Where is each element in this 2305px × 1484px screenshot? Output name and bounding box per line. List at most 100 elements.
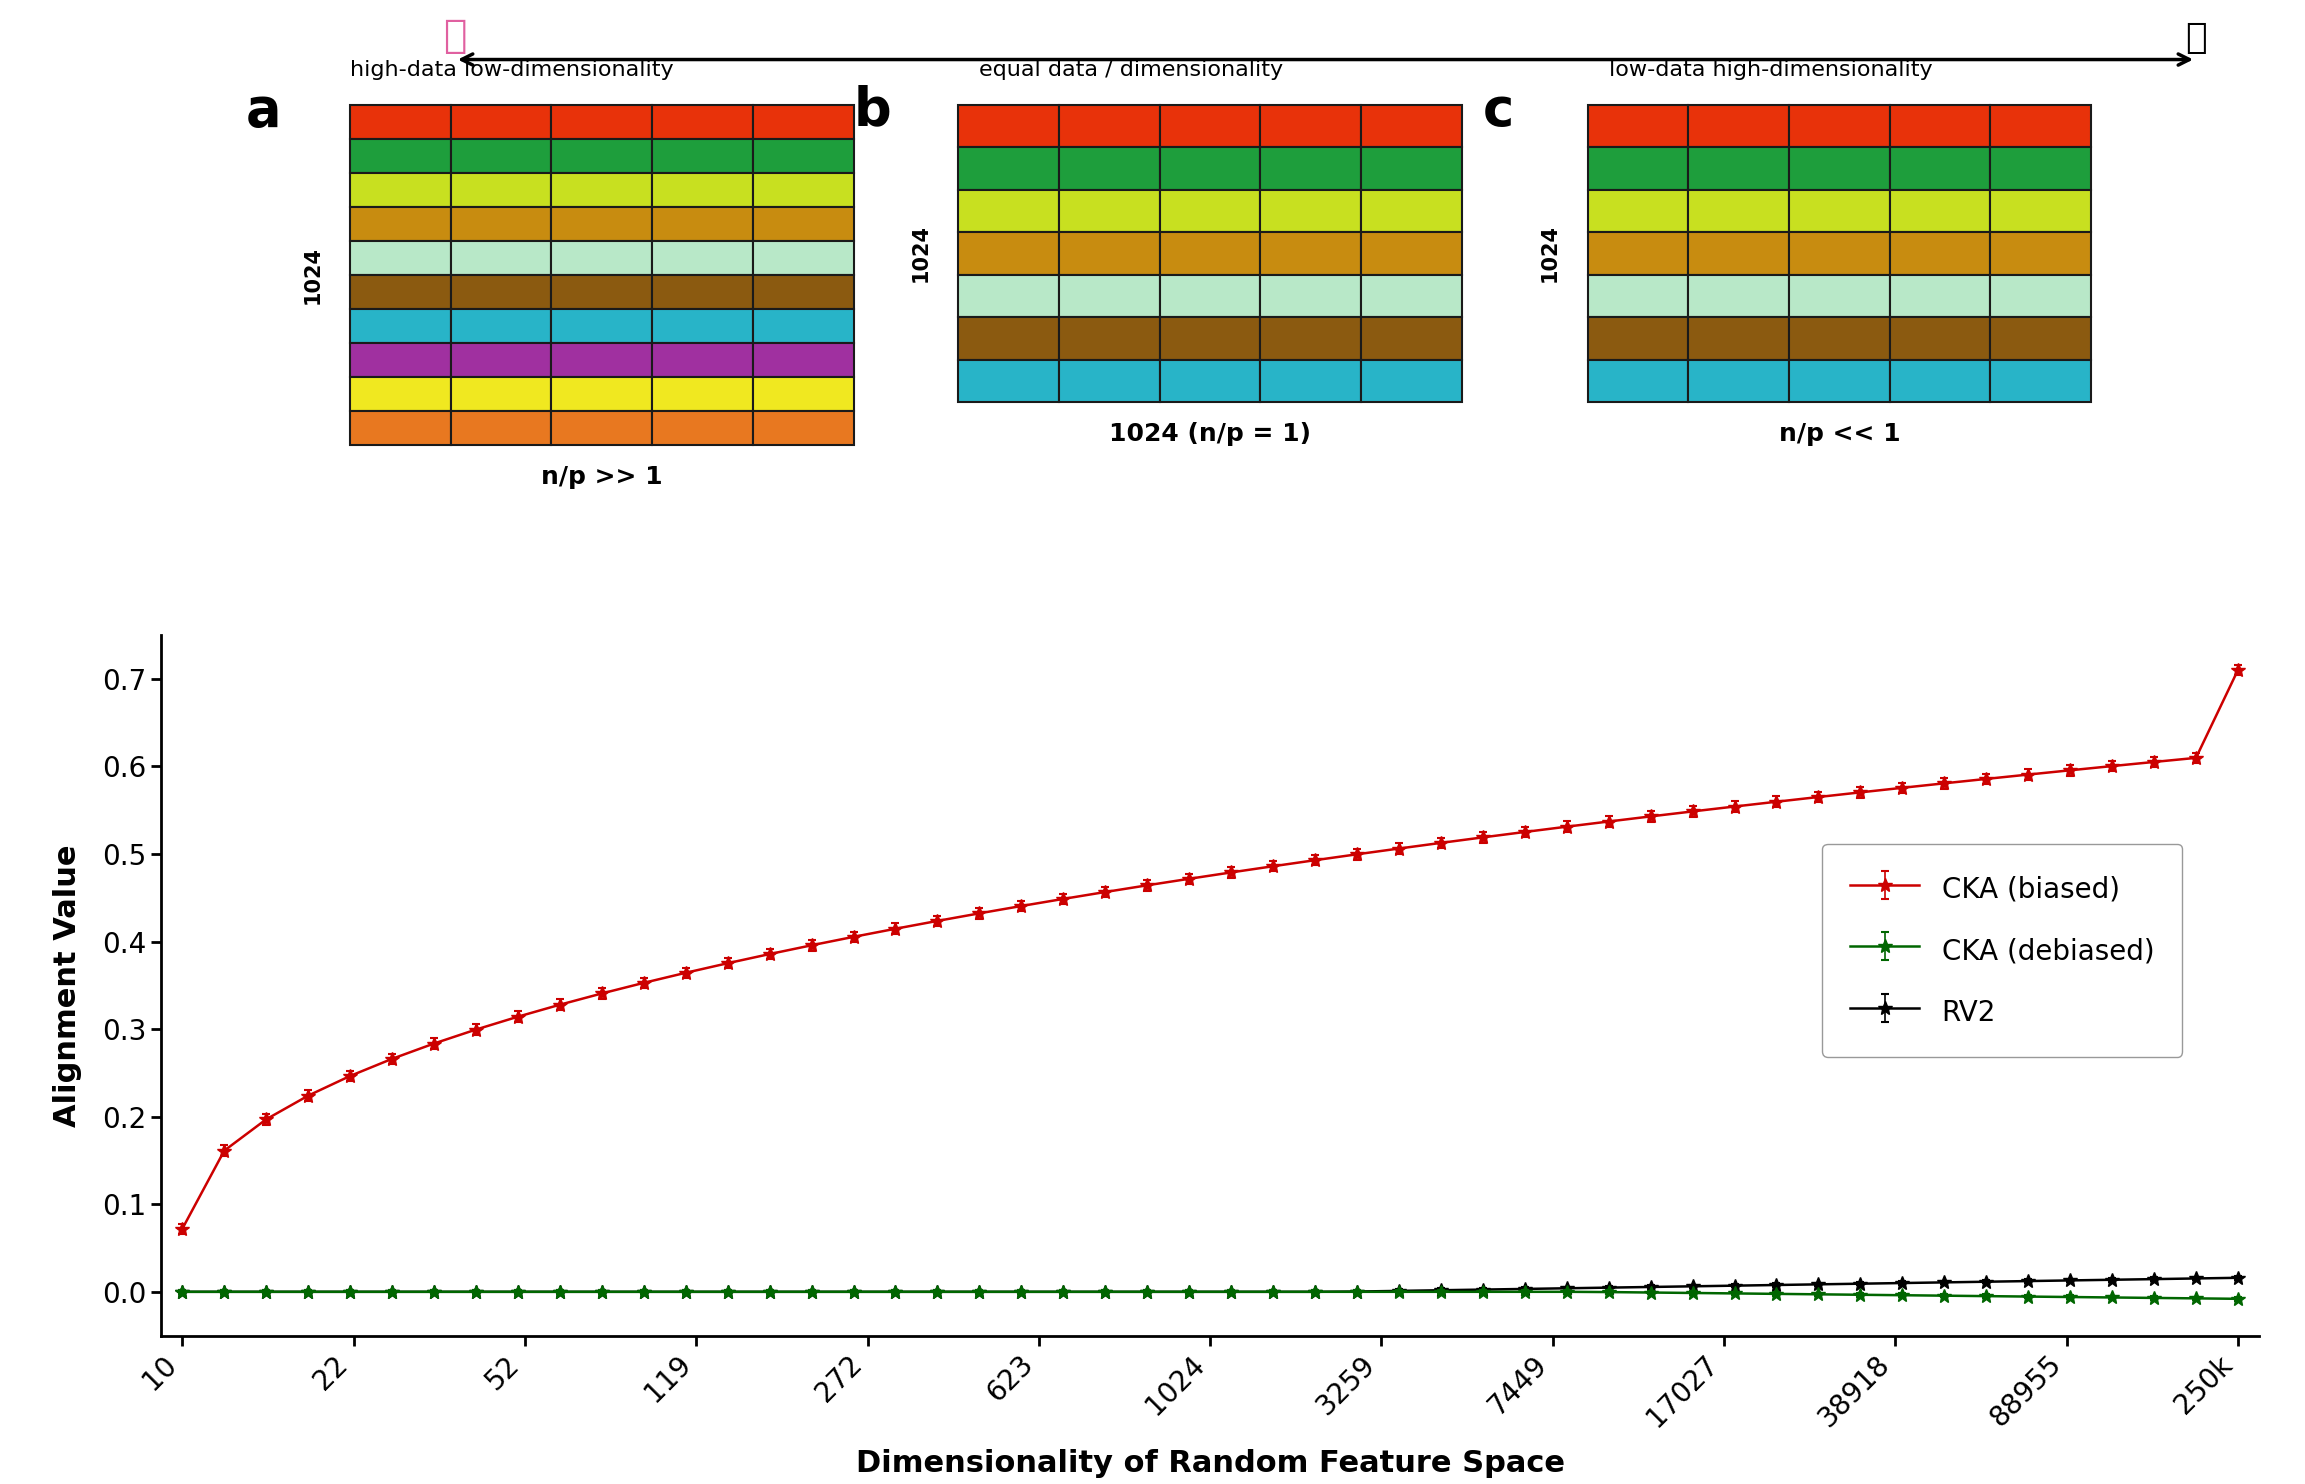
Bar bbox=[1992, 359, 2091, 402]
Bar bbox=[1159, 275, 1261, 318]
Bar bbox=[1362, 147, 1461, 190]
Bar bbox=[1789, 318, 1890, 359]
Bar bbox=[1687, 232, 1789, 275]
Bar bbox=[652, 343, 754, 377]
Bar bbox=[1159, 359, 1261, 402]
Bar bbox=[754, 138, 853, 172]
Bar bbox=[1789, 232, 1890, 275]
Text: n/p << 1: n/p << 1 bbox=[1779, 423, 1899, 447]
Bar bbox=[652, 377, 754, 411]
Bar bbox=[1159, 318, 1261, 359]
Bar bbox=[652, 240, 754, 275]
Bar bbox=[1687, 359, 1789, 402]
Bar bbox=[959, 147, 1058, 190]
Bar bbox=[551, 377, 652, 411]
Bar bbox=[350, 240, 452, 275]
Bar bbox=[1058, 318, 1159, 359]
Bar bbox=[1261, 104, 1362, 147]
Bar bbox=[1588, 104, 1687, 147]
Bar bbox=[1159, 104, 1261, 147]
Bar bbox=[1890, 359, 1992, 402]
Bar bbox=[452, 240, 551, 275]
Bar bbox=[652, 172, 754, 206]
Bar bbox=[959, 190, 1058, 232]
Bar bbox=[652, 104, 754, 138]
Text: 🖼: 🖼 bbox=[443, 16, 466, 55]
Bar bbox=[1058, 275, 1159, 318]
Bar bbox=[754, 377, 853, 411]
Y-axis label: Alignment Value: Alignment Value bbox=[53, 844, 81, 1126]
Bar bbox=[1588, 275, 1687, 318]
Bar bbox=[1687, 190, 1789, 232]
Bar bbox=[959, 232, 1058, 275]
Bar bbox=[1992, 275, 2091, 318]
Bar bbox=[1159, 147, 1261, 190]
Text: 1024: 1024 bbox=[302, 246, 323, 304]
Bar bbox=[1261, 275, 1362, 318]
X-axis label: Dimensionality of Random Feature Space: Dimensionality of Random Feature Space bbox=[855, 1450, 1565, 1478]
Bar bbox=[1261, 359, 1362, 402]
Bar bbox=[652, 411, 754, 445]
Bar bbox=[1687, 104, 1789, 147]
Bar bbox=[1992, 190, 2091, 232]
Bar bbox=[652, 206, 754, 240]
Bar bbox=[652, 138, 754, 172]
Text: n/p >> 1: n/p >> 1 bbox=[542, 464, 662, 488]
Bar bbox=[1362, 190, 1461, 232]
Bar bbox=[452, 343, 551, 377]
Bar bbox=[350, 138, 452, 172]
Bar bbox=[551, 172, 652, 206]
Text: 🧠: 🧠 bbox=[2185, 21, 2206, 55]
Bar bbox=[1789, 359, 1890, 402]
Bar bbox=[1058, 232, 1159, 275]
Text: high-data low-dimensionality: high-data low-dimensionality bbox=[350, 59, 673, 80]
Bar bbox=[1890, 318, 1992, 359]
Bar bbox=[754, 411, 853, 445]
Bar bbox=[1890, 232, 1992, 275]
Bar bbox=[1992, 104, 2091, 147]
Bar bbox=[754, 172, 853, 206]
Bar bbox=[350, 206, 452, 240]
Bar bbox=[1890, 147, 1992, 190]
Bar bbox=[1890, 190, 1992, 232]
Bar bbox=[350, 172, 452, 206]
Bar bbox=[350, 104, 452, 138]
Bar bbox=[1362, 104, 1461, 147]
Bar bbox=[1789, 147, 1890, 190]
Bar bbox=[1890, 104, 1992, 147]
Bar bbox=[1058, 147, 1159, 190]
Bar bbox=[452, 377, 551, 411]
Bar bbox=[652, 309, 754, 343]
Text: 1024: 1024 bbox=[910, 224, 931, 282]
Bar bbox=[1362, 359, 1461, 402]
Bar bbox=[1687, 275, 1789, 318]
Bar bbox=[1588, 190, 1687, 232]
Bar bbox=[551, 104, 652, 138]
Bar bbox=[551, 343, 652, 377]
Bar bbox=[754, 343, 853, 377]
Bar bbox=[1789, 104, 1890, 147]
Bar bbox=[1159, 190, 1261, 232]
Bar bbox=[959, 275, 1058, 318]
Bar bbox=[1588, 147, 1687, 190]
Bar bbox=[1588, 318, 1687, 359]
Bar bbox=[1588, 232, 1687, 275]
Bar bbox=[551, 206, 652, 240]
Text: 1024 (n/p = 1): 1024 (n/p = 1) bbox=[1109, 423, 1312, 447]
Bar bbox=[959, 104, 1058, 147]
Bar bbox=[1362, 275, 1461, 318]
Bar bbox=[959, 318, 1058, 359]
Bar bbox=[1687, 318, 1789, 359]
Bar bbox=[551, 275, 652, 309]
Bar bbox=[1261, 318, 1362, 359]
Bar bbox=[959, 359, 1058, 402]
Bar bbox=[350, 411, 452, 445]
Text: equal data / dimensionality: equal data / dimensionality bbox=[980, 59, 1284, 80]
Bar bbox=[1890, 275, 1992, 318]
Bar bbox=[1992, 232, 2091, 275]
Bar bbox=[1159, 232, 1261, 275]
Bar bbox=[350, 309, 452, 343]
Bar bbox=[754, 309, 853, 343]
Bar bbox=[1058, 190, 1159, 232]
Bar bbox=[551, 309, 652, 343]
